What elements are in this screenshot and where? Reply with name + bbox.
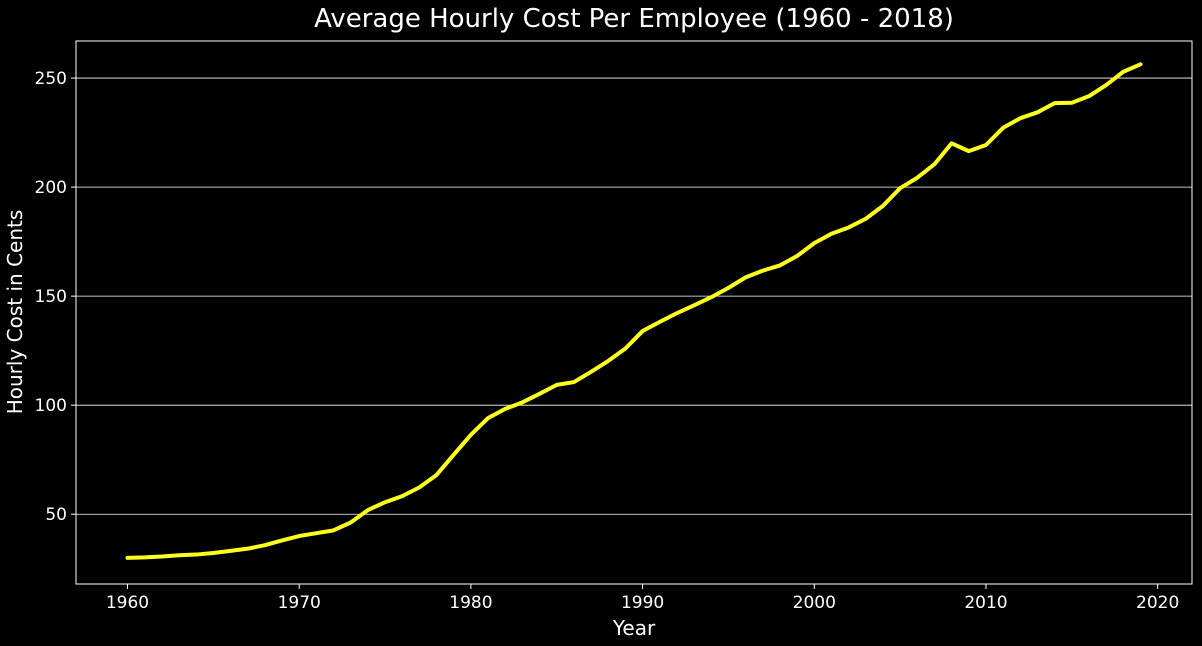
y-tick-label: 250: [35, 69, 67, 89]
y-axis: 50 100 150 200 250: [35, 69, 76, 525]
x-axis: 1960 1970 1980 1990 2000 2010 2020: [106, 584, 1179, 613]
y-tick-label: 50: [45, 505, 67, 525]
x-tick-label: 1970: [278, 593, 321, 613]
gridlines: [76, 77, 1192, 515]
x-tick-label: 1980: [449, 593, 492, 613]
y-tick-label: 200: [35, 178, 67, 198]
x-tick-label: 2020: [1136, 593, 1179, 613]
y-axis-label: Hourly Cost in Cents: [3, 210, 27, 415]
plot-frame: [75, 40, 1193, 585]
x-tick-label: 1990: [621, 593, 664, 613]
x-tick-label: 1960: [106, 593, 149, 613]
series-line: [125, 62, 1143, 560]
chart-title: Average Hourly Cost Per Employee (1960 -…: [314, 4, 954, 34]
x-tick-label: 2000: [793, 593, 836, 613]
y-tick-label: 150: [35, 287, 67, 307]
series-layer: [125, 62, 1143, 560]
x-axis-label: Year: [612, 616, 656, 640]
x-tick-label: 2010: [964, 593, 1007, 613]
y-tick-label: 100: [35, 396, 67, 416]
